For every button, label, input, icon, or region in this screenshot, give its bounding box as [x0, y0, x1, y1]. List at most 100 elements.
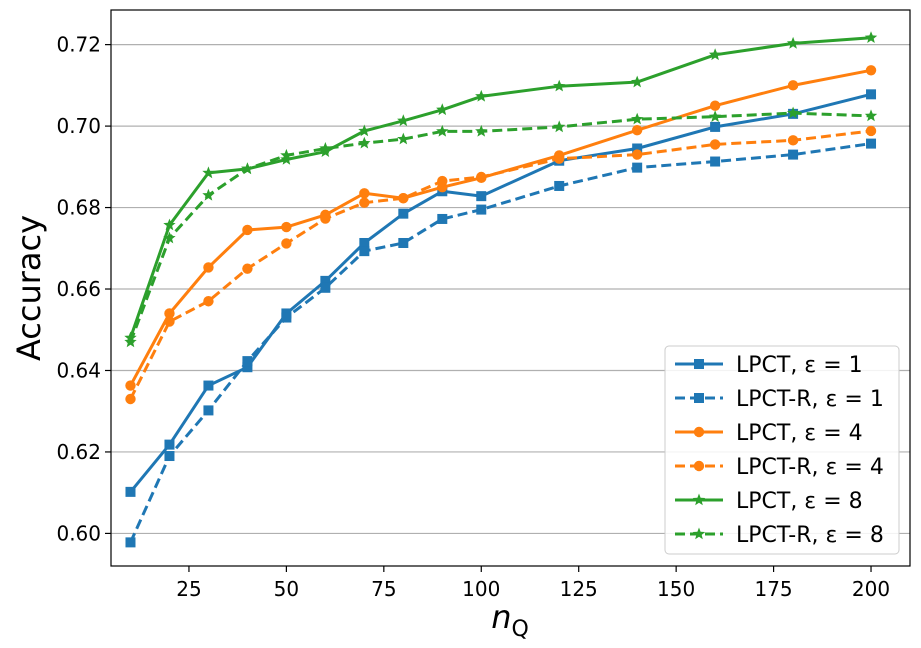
data-point [866, 138, 877, 149]
data-point [242, 362, 253, 373]
x-tick-label: 200 [852, 577, 890, 601]
data-point [436, 124, 449, 137]
series-layer [124, 31, 878, 548]
legend-marker [694, 359, 704, 369]
data-point [709, 100, 721, 111]
data-point [320, 282, 331, 293]
data-point [710, 121, 721, 132]
data-point [632, 162, 643, 173]
data-point [437, 175, 448, 187]
data-point [398, 192, 409, 204]
data-point [359, 197, 370, 208]
data-point [787, 135, 799, 146]
x-axis-title: nQ [491, 598, 529, 642]
legend-item: LPCT, ε = 1 [675, 353, 863, 378]
data-point [864, 31, 878, 43]
data-point [359, 237, 370, 248]
y-tick-label: 0.70 [56, 114, 101, 138]
legend-item: LPCT, ε = 4 [675, 421, 863, 446]
data-point [125, 537, 136, 548]
data-point [280, 153, 293, 165]
data-point [164, 451, 175, 462]
legend-marker [692, 527, 706, 540]
legend-marker [692, 493, 706, 506]
y-axis: 0.60 0.62 0.64 0.66 0.68 0.70 0.72 [56, 33, 111, 545]
data-point [631, 149, 643, 160]
data-point [631, 112, 644, 125]
data-point [164, 308, 175, 319]
data-point [319, 142, 332, 154]
data-point [203, 262, 214, 273]
legend-label: LPCT, ε = 4 [736, 421, 863, 446]
y-tick-label: 0.64 [56, 358, 101, 382]
plot-frame [110, 9, 911, 567]
data-point [554, 180, 565, 191]
x-tick-label: 100 [462, 577, 500, 601]
data-point [476, 171, 487, 183]
data-point [864, 109, 878, 122]
legend: LPCT, ε = 1 LPCT-R, ε = 1 LPCT, ε = 4 LPCT-… [664, 345, 900, 555]
data-point [125, 393, 136, 405]
data-point [164, 316, 175, 327]
data-point [359, 188, 370, 199]
legend-marker [693, 426, 705, 438]
data-point [786, 106, 800, 119]
legend-item: LPCT-R, ε = 1 [675, 387, 884, 412]
data-point [281, 312, 292, 323]
data-point [398, 237, 409, 248]
x-tick-label: 125 [560, 577, 598, 601]
data-point [437, 213, 448, 224]
data-point [476, 191, 487, 202]
data-point [280, 148, 293, 161]
data-point [203, 380, 214, 391]
data-point [788, 149, 799, 160]
x-tick-label: 150 [657, 577, 695, 601]
legend-item: LPCT-R, ε = 8 [675, 523, 884, 548]
data-point [553, 120, 566, 133]
legend-label: LPCT-R, ε = 4 [736, 455, 884, 480]
data-point [866, 89, 877, 100]
data-point [709, 139, 721, 150]
data-point [281, 221, 292, 233]
series-6 [124, 106, 878, 348]
data-point [202, 188, 215, 201]
y-tick-label: 0.68 [56, 196, 101, 220]
x-axis: 25 50 75 100 125 150 175 200 [176, 566, 890, 601]
legend-marker [694, 393, 704, 403]
y-tick-label: 0.72 [56, 33, 101, 57]
x-tick-label: 75 [371, 577, 396, 601]
data-point [476, 204, 487, 215]
data-point [242, 356, 253, 367]
legend-item: LPCT, ε = 8 [675, 489, 863, 514]
data-point [436, 103, 449, 116]
legend-box [664, 345, 900, 555]
data-point [397, 114, 410, 127]
data-point [203, 296, 214, 307]
legend-label: LPCT, ε = 8 [736, 489, 863, 514]
legend-label: LPCT-R, ε = 8 [736, 523, 884, 548]
data-point [554, 153, 565, 164]
data-point [475, 89, 488, 102]
data-point [553, 79, 566, 92]
data-point [865, 125, 877, 137]
y-axis-title: Accuracy [10, 215, 48, 361]
y-tick-label: 0.62 [56, 440, 101, 464]
data-point [786, 36, 800, 49]
data-point [358, 124, 371, 137]
x-tick-label: 50 [274, 577, 299, 601]
series-line [129, 129, 872, 400]
data-point [241, 162, 254, 175]
data-point [787, 80, 799, 91]
data-point [125, 486, 136, 497]
data-point [125, 380, 136, 391]
data-point [320, 275, 331, 286]
data-point [358, 136, 371, 149]
legend-label: LPCT-R, ε = 1 [736, 387, 884, 412]
legend-marker [693, 460, 705, 472]
data-point [124, 335, 137, 348]
y-tick-label: 0.60 [56, 521, 101, 545]
data-point [242, 263, 253, 274]
data-point [631, 75, 644, 88]
data-point [163, 218, 176, 231]
